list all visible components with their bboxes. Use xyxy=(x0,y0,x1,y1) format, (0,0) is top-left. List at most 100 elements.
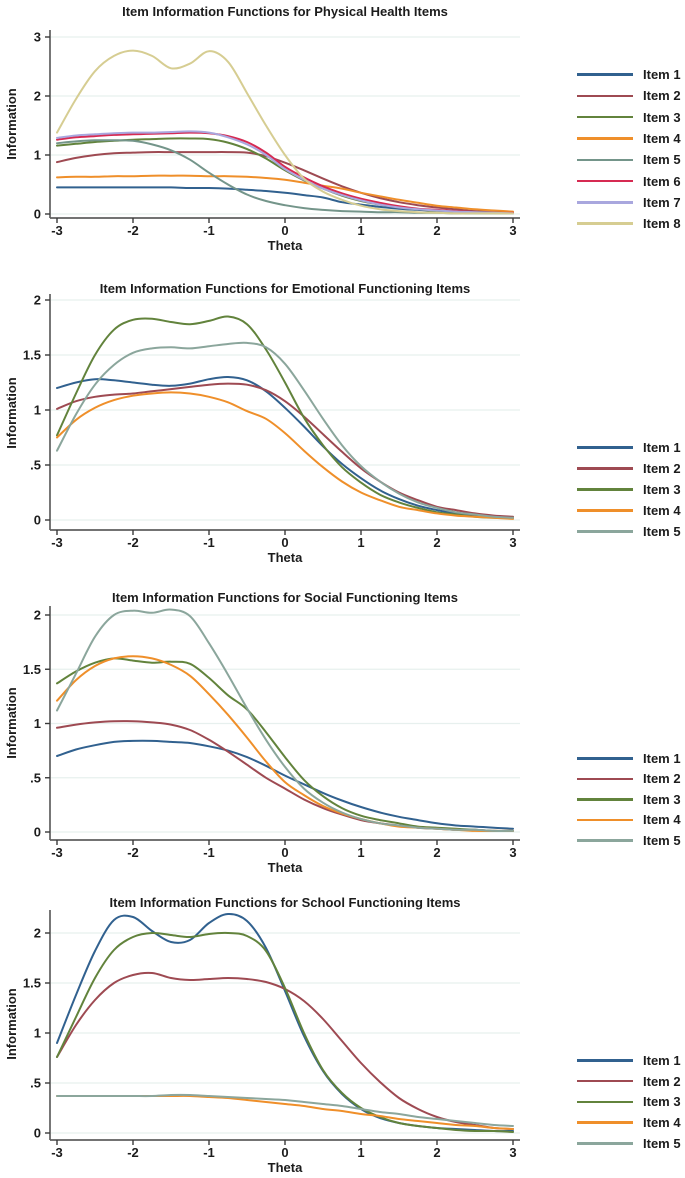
series-line-item-8 xyxy=(56,49,514,215)
series-line-item-1 xyxy=(56,912,514,1133)
legend-row: Item 3 xyxy=(577,107,681,128)
x-tick-label: 2 xyxy=(433,535,440,550)
legend-line-swatch xyxy=(577,777,633,780)
legend-item-label: Item 5 xyxy=(643,832,681,848)
legend-item-label: Item 1 xyxy=(643,440,681,455)
series-line-item-4 xyxy=(56,391,514,520)
legend-item-label: Item 4 xyxy=(643,1115,681,1131)
y-tick-label: .5 xyxy=(30,770,41,785)
legend-row: Item 4 xyxy=(577,128,681,149)
x-tick-label: -3 xyxy=(51,845,63,860)
x-tick-label: -3 xyxy=(51,1145,63,1160)
x-tick-label: 2 xyxy=(433,1145,440,1160)
series-line-item-2 xyxy=(56,971,514,1130)
x-tick-label: 3 xyxy=(509,535,516,550)
series-line-item-2 xyxy=(56,382,514,518)
legend-row: Item 4 xyxy=(577,500,681,521)
x-tick-label: -1 xyxy=(203,845,215,860)
series-line-item-7 xyxy=(56,130,514,215)
legend-row: Item 3 xyxy=(577,479,681,500)
legend-line-swatch xyxy=(577,158,633,162)
x-tick-label: -1 xyxy=(203,223,215,238)
chart3-y-axis-label: Information xyxy=(4,687,19,759)
legend-line-swatch xyxy=(577,488,633,491)
legend-line-swatch xyxy=(577,201,633,204)
x-tick-label: 0 xyxy=(281,223,288,238)
legend-item-label: Item 2 xyxy=(643,461,681,476)
chart1-title: Item Information Functions for Physical … xyxy=(122,4,448,19)
y-tick-label: 0 xyxy=(34,1126,41,1141)
legend-item-label: Item 6 xyxy=(643,173,681,189)
x-tick-label: 2 xyxy=(433,223,440,238)
legend-line-swatch xyxy=(577,115,633,119)
legend-line-swatch xyxy=(577,467,633,470)
series-line-item-1 xyxy=(56,739,514,830)
legend-row: Item 3 xyxy=(577,1092,681,1113)
series-line-item-2 xyxy=(56,151,514,214)
chart2-legend: Item 1 Item 2 Item 3 Item 4 Item 5 xyxy=(577,437,681,542)
x-tick-label: 0 xyxy=(281,1145,288,1160)
x-tick-label: -1 xyxy=(203,1145,215,1160)
series-line-item-4 xyxy=(56,655,514,832)
x-tick-label: 1 xyxy=(357,535,364,550)
legend-row: Item 2 xyxy=(577,769,681,790)
legend-line-swatch xyxy=(577,839,633,842)
legend-row: Item 7 xyxy=(577,192,681,213)
y-tick-label: 1 xyxy=(34,716,41,731)
legend-item-label: Item 7 xyxy=(643,194,681,210)
legend-row: Item 4 xyxy=(577,810,681,831)
legend-line-swatch xyxy=(577,1121,633,1124)
legend-row: Item 1 xyxy=(577,1050,681,1071)
x-tick-label: -2 xyxy=(127,1145,139,1160)
series-line-item-3 xyxy=(56,315,514,519)
legend-line-swatch xyxy=(577,757,633,760)
legend-line-swatch xyxy=(577,1100,633,1104)
legend-line-swatch xyxy=(577,509,633,512)
legend-row: Item 1 xyxy=(577,437,681,458)
chart2-y-axis-label: Information xyxy=(4,377,19,449)
x-tick-label: -1 xyxy=(203,535,215,550)
chart4-y-axis-label: Information xyxy=(4,988,19,1060)
legend-row: Item 4 xyxy=(577,1112,681,1133)
series-line-item-5 xyxy=(56,608,514,832)
x-tick-label: 0 xyxy=(281,845,288,860)
x-tick-label: 1 xyxy=(357,1145,364,1160)
y-tick-label: 2 xyxy=(34,89,41,104)
legend-line-swatch xyxy=(577,818,633,821)
y-tick-label: 2 xyxy=(34,293,41,308)
chart2-x-axis-label: Theta xyxy=(267,550,303,565)
y-tick-label: 0 xyxy=(34,207,41,222)
legend-line-swatch xyxy=(577,73,633,76)
legend-row: Item 2 xyxy=(577,1071,681,1092)
legend-row: Item 1 xyxy=(577,64,681,85)
legend-line-swatch xyxy=(577,798,633,801)
legend-line-swatch xyxy=(577,94,633,98)
series-line-item-5 xyxy=(56,341,514,519)
legend-item-label: Item 4 xyxy=(643,812,681,828)
legend-item-label: Item 3 xyxy=(643,1094,681,1110)
chart4-x-axis-label: Theta xyxy=(267,1160,303,1175)
legend-line-swatch xyxy=(577,1059,633,1062)
x-tick-label: 1 xyxy=(357,223,364,238)
legend-row: Item 5 xyxy=(577,521,681,542)
y-tick-label: 0 xyxy=(34,825,41,840)
legend-row: Item 1 xyxy=(577,748,681,769)
legend-item-label: Item 2 xyxy=(643,771,681,787)
chart1-y-axis-label: Information xyxy=(4,88,19,160)
y-tick-label: 3 xyxy=(34,30,41,45)
chart2-title: Item Information Functions for Emotional… xyxy=(99,281,471,296)
y-tick-label: .5 xyxy=(30,458,41,473)
y-tick-label: .5 xyxy=(30,1076,41,1091)
x-tick-label: -2 xyxy=(127,223,139,238)
chart4-title: Item Information Functions for School Fu… xyxy=(109,895,461,910)
legend-item-label: Item 3 xyxy=(643,482,681,497)
x-tick-label: 0 xyxy=(281,535,288,550)
y-tick-label: 1.5 xyxy=(23,348,41,363)
y-tick-label: 2 xyxy=(34,608,41,623)
legend-item-label: Item 5 xyxy=(643,524,681,539)
series-line-item-6 xyxy=(56,131,514,214)
series-line-item-3 xyxy=(56,657,514,832)
legend-item-label: Item 5 xyxy=(643,152,681,168)
